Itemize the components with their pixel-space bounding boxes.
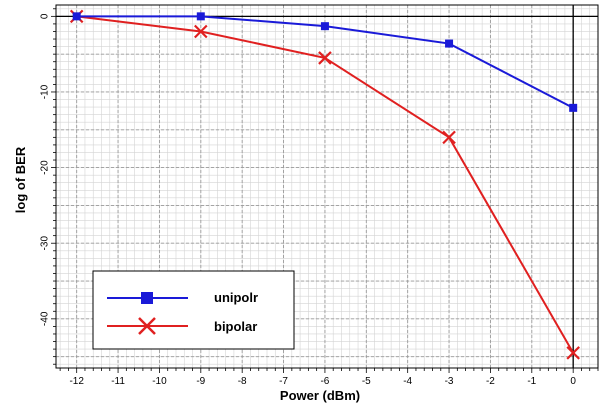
- legend-label-unipolr: unipolr: [214, 290, 258, 305]
- x-axis-title: Power (dBm): [280, 388, 360, 403]
- x-tick-label: -9: [196, 376, 205, 387]
- series-layer: [69, 9, 580, 360]
- data-point-bipolar: [194, 24, 208, 39]
- x-tick-label: -2: [486, 376, 495, 387]
- x-tick-label: -10: [152, 376, 167, 387]
- x-tick-label: -12: [69, 376, 84, 387]
- y-tick-label: -30: [40, 236, 51, 251]
- y-axis-ticks: 0 -10 -20 -30 -40: [40, 8, 56, 365]
- legend: unipolr bipolar: [92, 270, 295, 350]
- legend-label-bipolar: bipolar: [214, 319, 257, 334]
- data-point-unipolr: [445, 39, 454, 48]
- x-marker-stroke: [566, 346, 580, 360]
- data-point-unipolr: [320, 22, 329, 31]
- x-marker-stroke: [442, 130, 456, 145]
- data-point-unipolr: [196, 12, 205, 21]
- data-point-unipolr: [569, 103, 578, 112]
- data-point-bipolar: [318, 51, 332, 65]
- data-point-unipolr: [72, 12, 81, 21]
- x-tick-label: -8: [238, 376, 247, 387]
- data-point-bipolar: [442, 130, 456, 145]
- x-tick-label: -5: [362, 376, 371, 387]
- x-tick-label: -4: [403, 376, 412, 387]
- x-tick-label: -1: [527, 376, 536, 387]
- y-axis-title: log of BER: [13, 146, 28, 213]
- x-tick-label: -7: [279, 376, 288, 387]
- legend-box: [92, 270, 295, 350]
- x-tick-label: -6: [320, 376, 329, 387]
- x-marker-stroke: [318, 51, 332, 65]
- y-tick-label: -20: [40, 160, 51, 175]
- x-tick-label: -11: [111, 376, 125, 387]
- x-tick-label: 0: [570, 376, 576, 387]
- legend-marker-unipolr: [141, 292, 153, 304]
- major-grid: [56, 5, 598, 368]
- x-marker-stroke: [194, 24, 208, 39]
- x-marker-stroke: [138, 317, 156, 335]
- data-point-bipolar: [566, 346, 580, 360]
- y-tick-label: -10: [40, 84, 51, 99]
- x-axis-ticks: -12 -11 -10 -9 -8 -7 -6 -5 -4 -3 -2 -1 0: [59, 368, 599, 387]
- legend-marker-bipolar: [138, 317, 156, 335]
- y-tick-label: 0: [40, 13, 51, 19]
- plot-border: [55, 4, 599, 369]
- y-tick-label: -40: [40, 311, 51, 326]
- x-tick-label: -3: [445, 376, 454, 387]
